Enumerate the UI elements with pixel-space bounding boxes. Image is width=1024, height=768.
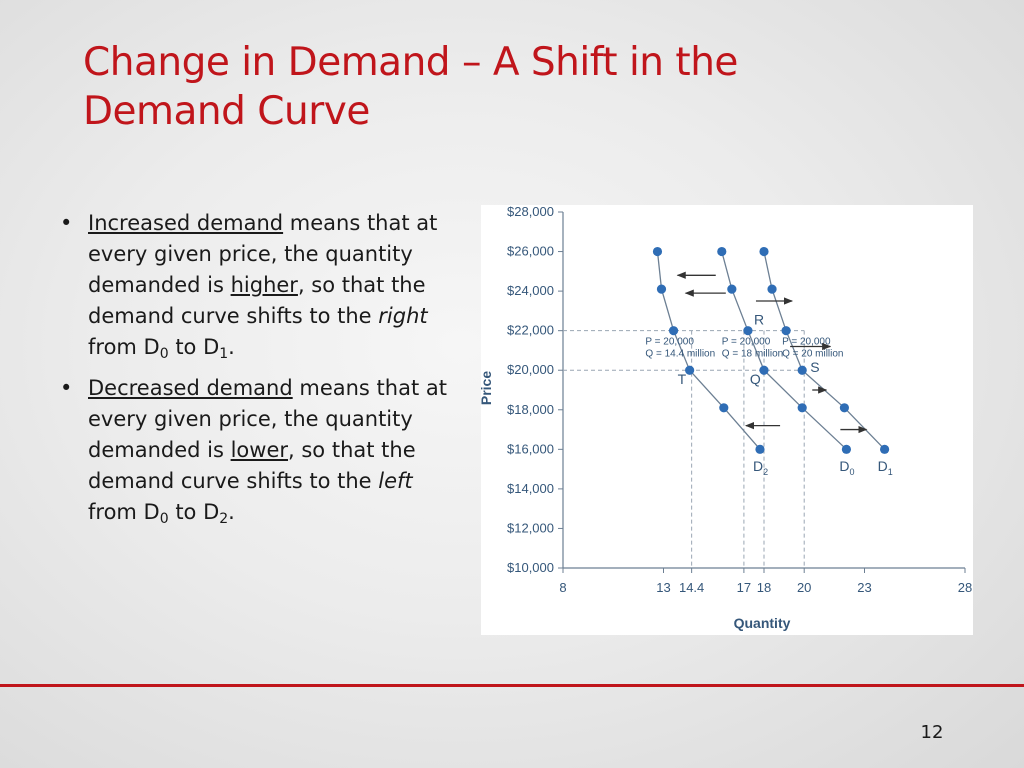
subscript: 0 <box>159 511 169 527</box>
word-higher: higher <box>230 273 298 297</box>
curve-label-d1: D1 <box>878 458 893 477</box>
annotation-price: P = 20,000 <box>722 337 771 348</box>
y-tick-label: $28,000 <box>507 205 554 219</box>
curve-label-subscript: 2 <box>763 467 768 477</box>
point-label-s: S <box>810 359 819 375</box>
bullet-text: means that at every given price, the qua… <box>88 376 447 462</box>
x-tick-label: 28 <box>958 580 972 595</box>
word-right: right <box>378 304 428 328</box>
y-tick-label: $20,000 <box>507 362 554 377</box>
annotation-price: P = 20,000 <box>782 337 831 348</box>
data-point-d1 <box>759 246 769 257</box>
x-tick-label: 14.4 <box>679 580 704 595</box>
y-tick-label: $10,000 <box>507 560 554 575</box>
x-axis-title: Quantity <box>734 615 791 631</box>
bullet-list: Increased demand means that at every giv… <box>58 208 468 538</box>
footer-divider <box>0 684 1024 687</box>
curve-label-d2: D2 <box>753 458 768 477</box>
x-tick-label: 23 <box>857 580 871 595</box>
bullet-text: to D <box>168 500 220 524</box>
data-point-d1 <box>880 444 890 454</box>
bullet-text: to D <box>168 335 220 359</box>
subscript: 2 <box>219 511 229 527</box>
bullet-text: . <box>228 500 235 524</box>
bullet-text: , so that the demand curve shifts to the <box>88 438 416 493</box>
annotation-price: P = 20,000 <box>645 337 694 348</box>
curve-label-main: D <box>753 458 763 474</box>
data-point-d2 <box>719 403 729 413</box>
data-point-d1 <box>797 365 807 375</box>
y-tick-label: $12,000 <box>507 520 554 535</box>
slide-title: Change in Demand – A Shift in the Demand… <box>83 40 738 134</box>
annotation-quantity: Q = 18 million <box>722 349 783 360</box>
x-tick-label: 20 <box>797 580 811 595</box>
demand-curve-d2 <box>656 251 761 450</box>
data-point-d1 <box>767 284 777 294</box>
data-point-d0 <box>759 365 769 375</box>
x-tick-label: 18 <box>757 580 771 595</box>
y-tick-label: $24,000 <box>507 283 554 298</box>
subscript: 0 <box>159 346 169 362</box>
demand-shift-chart: $10,000 $12,000 $14,000 $16,000 $18,000 $20,0… <box>481 205 972 631</box>
page-number: 12 <box>920 722 944 743</box>
data-point-d1 <box>839 403 849 413</box>
curve-label-subscript: 0 <box>850 467 855 477</box>
curve-label-subscript: 1 <box>888 467 893 477</box>
x-tick-label: 8 <box>559 580 566 595</box>
y-axis-title: Price <box>481 371 494 405</box>
data-point-d0 <box>717 246 727 257</box>
data-point-d2 <box>685 365 695 375</box>
data-point-d0 <box>797 403 807 413</box>
bullet-text: , so that the demand curve shifts to the <box>88 273 426 328</box>
y-tick-label: $14,000 <box>507 481 554 496</box>
bullet-increased-demand: Increased demand means that at every giv… <box>58 208 468 363</box>
bullet-text: . <box>228 335 235 359</box>
data-point-d0 <box>743 326 753 336</box>
y-tick-label: $18,000 <box>507 402 554 417</box>
data-point-d1 <box>781 326 791 336</box>
y-tick-label: $26,000 <box>507 244 554 259</box>
annotation-quantity: Q = 20 million <box>782 349 843 360</box>
y-tick-label: $16,000 <box>507 441 554 456</box>
data-point-d0 <box>841 444 852 454</box>
data-point-d2 <box>755 444 765 454</box>
bullet-text: means that at every given price, the qua… <box>88 211 438 297</box>
demand-chart-panel: $10,000 $12,000 $14,000 $16,000 $18,000 $20,0… <box>481 205 973 635</box>
data-point-d2 <box>652 246 663 257</box>
curve-label-d0: D0 <box>839 458 854 477</box>
annotation-quantity: Q = 14.4 million <box>645 349 715 360</box>
data-point-d2 <box>668 326 679 336</box>
demand-curve-d1 <box>763 251 886 450</box>
word-lower: lower <box>230 438 289 462</box>
term-increased-demand: Increased demand <box>88 211 284 235</box>
point-label-t: T <box>678 371 687 387</box>
bullet-text: from D <box>88 335 160 359</box>
point-label-r: R <box>754 312 764 328</box>
word-left: left <box>378 469 413 493</box>
demand-curve-d0 <box>721 251 847 450</box>
curve-label-main: D <box>878 458 888 474</box>
x-tick-label: 13 <box>656 580 670 595</box>
term-decreased-demand: Decreased demand <box>88 376 293 400</box>
bullet-decreased-demand: Decreased demand means that at every giv… <box>58 373 468 528</box>
data-point-d0 <box>727 284 737 294</box>
subscript: 1 <box>219 346 229 362</box>
bullet-text: from D <box>88 500 160 524</box>
point-label-q: Q <box>750 371 761 387</box>
data-point-d2 <box>656 284 667 294</box>
curve-label-main: D <box>839 458 849 474</box>
x-tick-label: 17 <box>737 580 751 595</box>
y-tick-label: $22,000 <box>507 323 554 338</box>
